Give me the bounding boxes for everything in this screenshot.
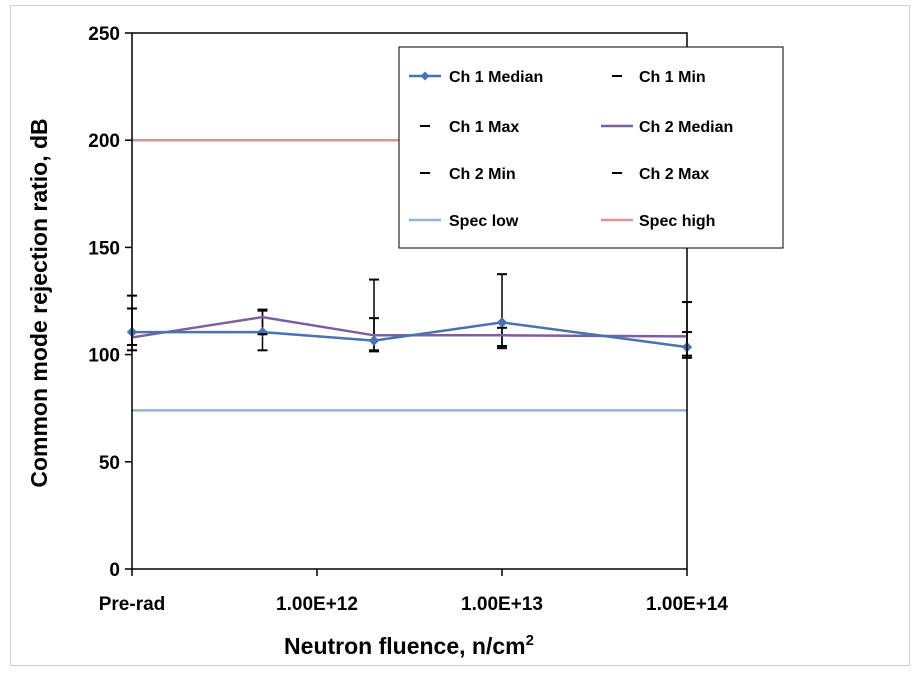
y-axis-title: Common mode rejection ratio, dB	[26, 118, 52, 487]
chart-frame: 0 50 100 150 200 250 Pre-rad 1.00E+12 1.00E+13 1.…	[10, 5, 910, 666]
legend-label-spec-low: Spec low	[449, 213, 519, 230]
legend-label-spec-high: Spec high	[639, 213, 715, 230]
legend-label-ch-2-min: Ch 2 Min	[449, 166, 516, 183]
x-tick-label: 1.00E+14	[646, 594, 728, 615]
y-tick-label: 150	[88, 238, 120, 259]
legend-marker-ch-1-median	[420, 71, 430, 81]
x-tick-label: 1.00E+12	[276, 594, 358, 615]
data-point-ch1-median	[368, 335, 380, 346]
x-tick-label: 1.00E+13	[461, 594, 543, 615]
y-tick-label: 250	[88, 24, 120, 45]
y-tick-label: 200	[88, 131, 120, 152]
plot-area	[131, 32, 688, 570]
x-axis-title: Neutron fluence, n/cm2	[284, 632, 534, 659]
series-line-ch-1-median	[132, 321, 688, 349]
data-point-ch1-median	[257, 326, 268, 338]
x-tick-label: Pre-rad	[99, 594, 166, 615]
x-axis-title-superscript: 2	[526, 632, 534, 649]
legend-label-ch-1-median: Ch 1 Median	[449, 69, 543, 86]
y-tick-label: 100	[88, 346, 120, 367]
legend-label-ch-1-min: Ch 1 Min	[639, 69, 706, 86]
legend-label-ch-2-max: Ch 2 Max	[639, 166, 709, 183]
legend-box	[398, 46, 784, 249]
legend-label-ch-1-max: Ch 1 Max	[449, 119, 519, 136]
legend-label-ch-2-median: Ch 2 Median	[639, 119, 733, 136]
series-line-ch-2-median	[131, 315, 688, 339]
y-tick-label: 50	[99, 453, 120, 474]
chart-svg: 0 50 100 150 200 250 Pre-rad 1.00E+12 1.00E+13 1.…	[26, 24, 784, 659]
data-point-ch1-median	[496, 317, 508, 328]
y-tick-label: 0	[109, 560, 120, 581]
